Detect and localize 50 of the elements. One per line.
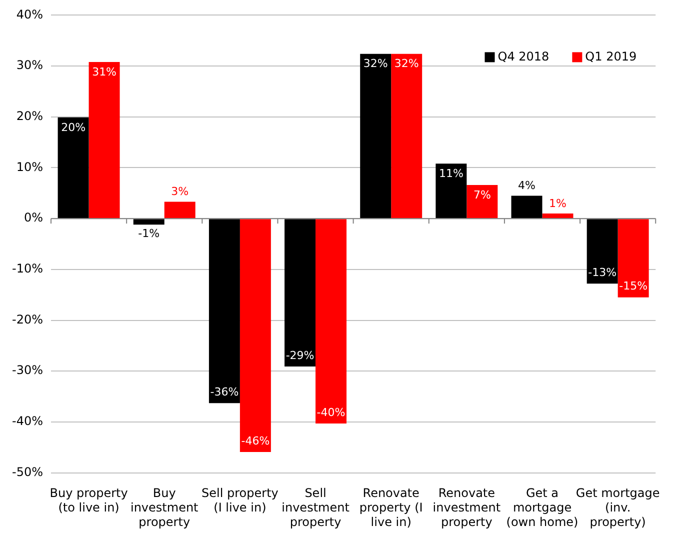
bar bbox=[88, 62, 120, 218]
data-label: 4% bbox=[518, 179, 536, 192]
bar bbox=[436, 164, 467, 218]
data-label: 3% bbox=[171, 185, 189, 198]
data-label: -1% bbox=[138, 227, 160, 240]
data-label: -13% bbox=[588, 266, 617, 280]
bar bbox=[208, 219, 240, 404]
x-tick-label: Renovate investment property bbox=[432, 486, 501, 529]
bar bbox=[618, 219, 649, 298]
data-label: 11% bbox=[438, 167, 464, 180]
x-tick-label: Sell property (I live in) bbox=[202, 486, 278, 515]
x-tick-label: Renovate property (I live in) bbox=[359, 486, 423, 529]
y-tick-label: 30% bbox=[16, 58, 43, 72]
y-tick-label: -40% bbox=[12, 414, 43, 428]
y-tick-label: 0% bbox=[24, 210, 43, 225]
bar bbox=[316, 219, 347, 424]
bar bbox=[58, 117, 89, 218]
y-tick-label: -10% bbox=[12, 262, 43, 276]
bar bbox=[360, 54, 392, 218]
data-label: 32% bbox=[394, 57, 419, 70]
y-tick-label: -30% bbox=[12, 363, 43, 378]
bar bbox=[240, 219, 271, 452]
x-tick-label: Buy property (to live in) bbox=[50, 486, 128, 515]
data-label: -29% bbox=[286, 348, 314, 362]
y-tick-label: 40% bbox=[16, 7, 43, 22]
x-tick-label: Buy investment property bbox=[130, 486, 199, 529]
y-tick-label: -50% bbox=[12, 464, 43, 479]
bar bbox=[164, 202, 196, 218]
bar bbox=[391, 54, 422, 218]
bar bbox=[511, 196, 542, 218]
data-label: 7% bbox=[473, 188, 491, 202]
bar bbox=[586, 219, 618, 284]
data-label: -46% bbox=[241, 434, 270, 448]
y-tick-label: 10% bbox=[16, 160, 43, 174]
legend-label: Q4 2018 bbox=[498, 49, 550, 64]
y-tick-label: -20% bbox=[12, 312, 43, 326]
data-label: -40% bbox=[316, 406, 346, 419]
data-label: 1% bbox=[549, 196, 566, 210]
data-label: -15% bbox=[619, 280, 648, 293]
data-label: -36% bbox=[210, 386, 239, 398]
data-label: 31% bbox=[92, 65, 117, 78]
bar bbox=[466, 185, 498, 218]
bar bbox=[542, 213, 574, 218]
legend-label: Q1 2019 bbox=[585, 49, 637, 64]
bar bbox=[133, 219, 164, 225]
data-label: 32% bbox=[363, 57, 388, 70]
x-tick-label: Sell investment property bbox=[282, 486, 350, 529]
bar bbox=[284, 219, 316, 367]
y-tick-label: 20% bbox=[16, 109, 43, 124]
data-label: 20% bbox=[61, 120, 86, 134]
